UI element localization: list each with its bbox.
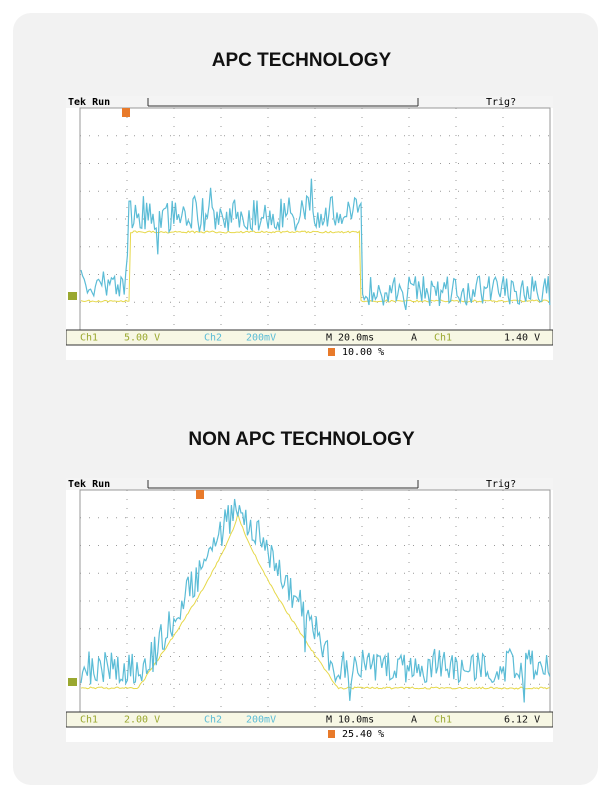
timebase: M 10.0ms xyxy=(326,715,374,726)
oscilloscope: Tek Run Trig? Ch1 5.00 V Ch2 200mV M 20.0ms A Ch… xyxy=(66,96,553,360)
ch1-label: Ch1 xyxy=(80,333,98,344)
trigger-marker xyxy=(122,108,130,117)
page: APC TECHNOLOGY Tek Run Trig? Ch1 5.00 V Ch2 2… xyxy=(0,0,603,791)
ch1-label: Ch1 xyxy=(80,715,98,726)
ch2-scale: 200mV xyxy=(246,715,276,726)
timebase: M 20.0ms xyxy=(326,333,374,344)
trigger-position: 25.40 % xyxy=(342,729,384,740)
trigger-source: Ch1 xyxy=(434,715,452,726)
trigger-level: 1.40 V xyxy=(504,333,540,344)
position-marker xyxy=(328,348,335,356)
ch1-scale: 2.00 V xyxy=(124,715,160,726)
trigger-marker xyxy=(196,490,204,499)
panel-title: APC TECHNOLOGY xyxy=(0,50,603,72)
ch1-scale: 5.00 V xyxy=(124,333,160,344)
trigger-state: Trig? xyxy=(486,97,516,108)
panel-title: NON APC TECHNOLOGY xyxy=(0,429,603,451)
ground-marker xyxy=(68,678,77,686)
trigger-position: 10.00 % xyxy=(342,347,384,358)
trigger-state: Trig? xyxy=(486,479,516,490)
ground-marker xyxy=(68,292,77,300)
position-marker xyxy=(328,730,335,738)
graticule xyxy=(80,490,550,712)
trigger-mode: A xyxy=(411,333,417,344)
status: Tek Run xyxy=(68,97,110,108)
ch2-label: Ch2 xyxy=(204,715,222,726)
trigger-level: 6.12 V xyxy=(504,715,540,726)
oscilloscope: Tek Run Trig? Ch1 2.00 V Ch2 200mV M 10.0ms A Ch… xyxy=(66,478,553,742)
ch2-scale: 200mV xyxy=(246,333,276,344)
trigger-source: Ch1 xyxy=(434,333,452,344)
status: Tek Run xyxy=(68,479,110,490)
ch2-label: Ch2 xyxy=(204,333,222,344)
trigger-mode: A xyxy=(411,715,417,726)
